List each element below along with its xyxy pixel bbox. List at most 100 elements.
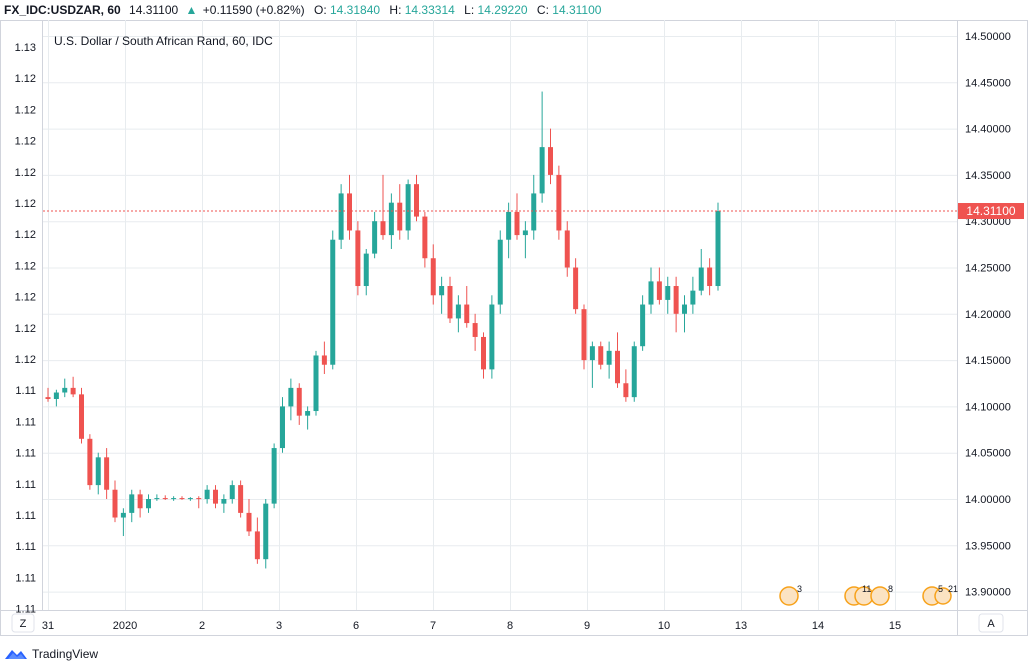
auto-scale-label: A [987,618,995,630]
time-axis-tick: 7 [430,620,436,632]
candle-body [615,350,620,384]
price-change: +0.11590 (+0.82%) [202,3,305,17]
candle-body [280,406,285,449]
price-chart[interactable]: 1.13 1.12 1.12 1.12 1.12 1.12 1.12 1.12 1.12 1.12… [0,20,1028,636]
candle-body [146,499,151,509]
candle-body [154,498,160,500]
open-label: O: [313,3,327,17]
right-axis-tick: 14.45000 [965,77,1011,89]
tradingview-brand[interactable]: TradingView [4,647,98,661]
left-axis-tick: 1.11 [15,541,36,553]
candle-body [104,457,110,490]
tradingview-logo-icon [5,649,27,659]
right-axis-tick: 14.15000 [965,355,1011,367]
event-flag-icon[interactable] [934,587,952,605]
candle-body [548,147,553,175]
candle-body [405,184,411,231]
time-axis-tick: 2 [199,620,205,632]
candle-body [171,498,177,500]
right-axis-tick: 14.40000 [965,124,1011,136]
left-axis-tick: 1.12 [15,323,36,335]
chart-title: U.S. Dollar / South African Rand, 60, ID… [54,34,273,48]
event-flag-icon[interactable] [870,586,890,606]
candle-body [288,387,294,407]
time-axis-tick: 15 [889,620,901,632]
candle-body [330,239,336,365]
high-label: H: [389,3,402,17]
candle-body [204,489,210,499]
candle-body [690,290,696,305]
left-axis-tick: 1.11 [15,448,36,460]
symbol-name[interactable]: FX_IDC:USDZAR, 60 [4,3,121,17]
candle-body [707,267,713,287]
right-axis-tick: 14.05000 [965,448,1011,460]
time-axis-tick: 8 [507,620,513,632]
right-axis[interactable]: 14.50000 14.45000 14.40000 14.35000 14.30000… [965,31,1011,599]
candle-body [53,392,59,399]
event-markers[interactable]: 3 11 8 5 21 [779,584,958,606]
chart-frame[interactable]: 1.13 1.12 1.12 1.12 1.12 1.12 1.12 1.12 1.12 1.12… [0,20,1028,636]
candlestick-series [45,91,721,569]
candle-body [162,498,168,500]
timezone-button[interactable]: Z [11,613,35,633]
candle-body [388,202,394,236]
candle-body [363,253,369,287]
left-axis-tick: 1.12 [15,229,36,241]
candle-body [489,304,495,370]
candle-body [321,355,327,365]
candle-body [120,512,126,518]
candle-body [62,387,68,393]
event-count: 5 [938,584,943,594]
candle-body [531,193,537,231]
candle-body [481,336,486,370]
candle-body [246,512,252,532]
candle-body [70,387,76,395]
left-axis-tick: 1.11 [15,416,36,428]
right-axis-tick: 13.90000 [965,587,1011,599]
time-axis-tick: 10 [658,620,670,632]
auto-scale-button[interactable]: A [978,613,1004,633]
candle-body [464,304,470,324]
candle-body [355,230,361,287]
high-value: 14.33314 [404,3,455,17]
candle-body [514,211,520,236]
candle-body [497,239,503,305]
left-axis-tick: 1.11 [15,385,36,397]
last-price: 14.31100 [129,3,179,17]
left-axis-tick: 1.12 [15,104,36,116]
time-axis[interactable]: 31 2020 2 3 6 7 8 9 10 13 14 15 [42,620,901,632]
left-axis-tick: 1.11 [15,510,36,522]
left-axis[interactable]: 1.13 1.12 1.12 1.12 1.12 1.12 1.12 1.12 1.12 1.12… [15,42,36,616]
candle-body [87,438,93,486]
candle-body [229,485,235,499]
candle-body [95,457,101,486]
candle-body [196,498,202,500]
candle-body [522,230,528,236]
event-flag-icon[interactable] [779,586,799,606]
candle-body [665,286,671,300]
symbol-header: FX_IDC:USDZAR, 60 14.31100 ▲ +0.11590 (+… [0,0,1028,20]
current-price-label: 14.31100 [966,204,1015,218]
candle-body [372,221,378,254]
footer: TradingView [0,638,1028,669]
low-label: L: [464,3,475,17]
candle-body [648,281,654,305]
candle-body [623,383,629,398]
candle-body [447,286,453,319]
event-count: 8 [888,584,893,594]
left-axis-tick: 1.12 [15,354,36,366]
time-axis-tick: 9 [584,620,590,632]
left-axis-tick: 1.11 [15,604,36,616]
candle-body [179,498,185,500]
candle-body [598,346,604,365]
candle-body [573,267,579,310]
event-count: 3 [797,584,802,594]
candle-body [673,286,679,314]
time-axis-tick: 6 [353,620,359,632]
left-axis-tick: 1.12 [15,292,36,304]
candle-body [430,258,436,296]
candle-body [564,230,570,268]
right-axis-tick: 14.30000 [965,216,1011,228]
close-value: 14.31100 [552,3,602,17]
tradingview-label: TradingView [32,646,99,661]
